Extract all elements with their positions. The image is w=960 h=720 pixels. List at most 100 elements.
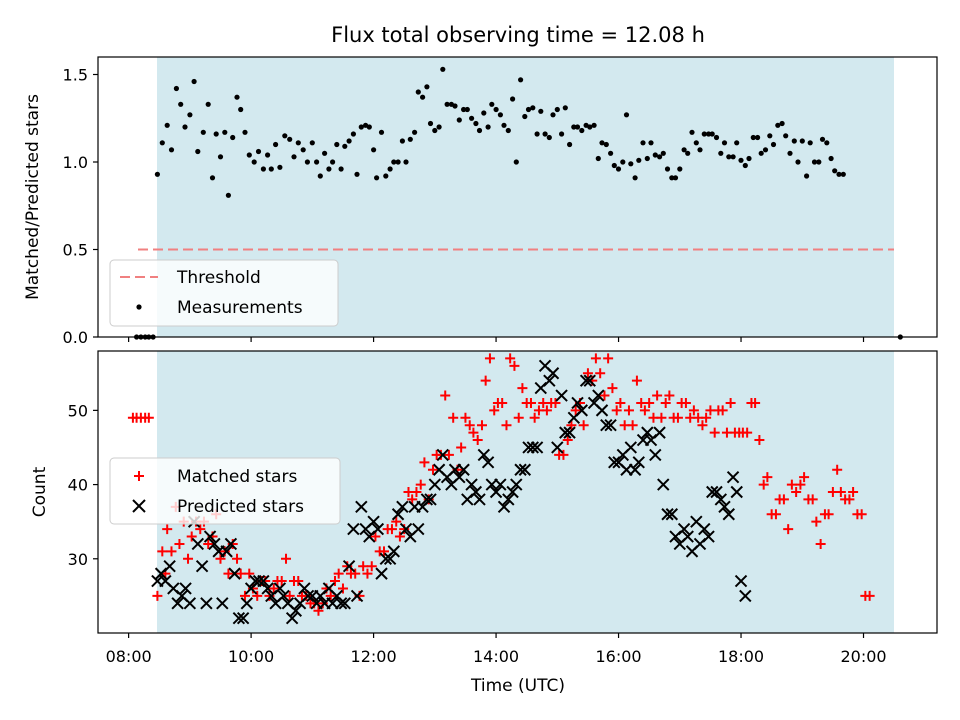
measurement-point bbox=[571, 124, 577, 130]
predicted-star-point bbox=[571, 396, 584, 410]
measurement-point bbox=[366, 124, 372, 130]
predicted-star-point bbox=[257, 574, 270, 588]
matched-star-point bbox=[717, 405, 728, 416]
measurement-point bbox=[493, 106, 499, 113]
matched-star-point bbox=[195, 524, 206, 535]
measurement-point bbox=[209, 175, 216, 181]
predicted-star-point bbox=[183, 597, 197, 610]
matched-star-point bbox=[513, 412, 524, 423]
predicted-star-point bbox=[497, 500, 511, 514]
predicted-star-point bbox=[722, 508, 735, 521]
predicted-star-point bbox=[350, 589, 364, 603]
matched-star-point bbox=[276, 576, 287, 587]
matched-star-point bbox=[501, 420, 512, 431]
predicted-star-point bbox=[412, 522, 425, 536]
matched-star-point bbox=[227, 538, 238, 549]
measurement-point bbox=[485, 124, 491, 130]
matched-star-point bbox=[362, 568, 373, 579]
measurement-point bbox=[317, 173, 323, 179]
predicted-star-point bbox=[342, 560, 356, 573]
matched-star-point bbox=[386, 524, 397, 535]
measurement-point bbox=[489, 101, 495, 107]
predicted-star-point bbox=[563, 426, 576, 439]
matched-star-point bbox=[313, 605, 324, 616]
legend-predicted-label: Predicted stars bbox=[177, 497, 304, 517]
measurement-point bbox=[374, 175, 380, 181]
matched-star-point bbox=[152, 590, 163, 601]
matched-star-point bbox=[595, 368, 606, 379]
measurement-point bbox=[268, 166, 274, 172]
predicted-star-point bbox=[453, 470, 466, 484]
matched-star-point bbox=[631, 375, 642, 386]
measurement-point bbox=[758, 150, 764, 156]
matched-star-point bbox=[639, 405, 650, 416]
matched-star-point bbox=[157, 546, 168, 557]
measurement-point bbox=[195, 148, 201, 155]
matched-star-point bbox=[783, 524, 794, 535]
predicted-star-point bbox=[387, 545, 401, 558]
measurement-point bbox=[338, 166, 344, 172]
measurement-point bbox=[587, 124, 593, 130]
matched-star-point bbox=[644, 397, 655, 408]
predicted-star-point bbox=[543, 374, 556, 387]
predicted-star-point bbox=[734, 574, 748, 588]
matched-star-point bbox=[468, 427, 479, 438]
predicted-star-point bbox=[277, 589, 290, 603]
matched-star-point bbox=[656, 412, 667, 423]
measurement-point bbox=[787, 150, 793, 156]
measurement-point bbox=[603, 141, 609, 148]
predicted-star-point bbox=[334, 597, 348, 610]
measurement-point bbox=[836, 171, 842, 177]
matched-star-point bbox=[330, 576, 341, 587]
measurement-point bbox=[407, 136, 413, 142]
matched-star-point bbox=[615, 397, 626, 408]
measurement-point bbox=[742, 162, 748, 169]
x-tick-label: 16:00 bbox=[595, 647, 641, 666]
measurement-point bbox=[779, 120, 785, 127]
predicted-star-point bbox=[702, 530, 715, 543]
matched-star-point bbox=[443, 449, 454, 460]
measurement-point bbox=[595, 155, 601, 162]
predicted-star-point bbox=[649, 448, 662, 462]
measurement-point bbox=[669, 175, 675, 181]
predicted-star-point bbox=[289, 604, 303, 617]
measurement-point bbox=[672, 175, 679, 181]
predicted-star-point bbox=[240, 597, 254, 610]
measurement-point bbox=[342, 143, 348, 149]
matched-star-point bbox=[247, 583, 258, 594]
predicted-star-point bbox=[163, 560, 176, 573]
matched-star-point bbox=[366, 561, 377, 572]
matched-star-point bbox=[770, 509, 781, 520]
measurement-point bbox=[481, 110, 487, 116]
top-legend-box bbox=[109, 259, 339, 327]
measurement-point bbox=[775, 122, 781, 128]
measurement-point bbox=[620, 159, 626, 165]
matched-star-point bbox=[558, 449, 569, 460]
measurement-point bbox=[713, 134, 720, 141]
x-tick-label: 18:00 bbox=[718, 647, 764, 666]
measurement-point bbox=[164, 122, 170, 128]
matched-star-point bbox=[219, 546, 230, 557]
predicted-star-point bbox=[391, 508, 405, 521]
chart-title: Flux total observing time = 12.08 h bbox=[331, 23, 705, 47]
measurement-point bbox=[657, 154, 663, 160]
predicted-star-point bbox=[579, 374, 593, 387]
matched-star-point bbox=[799, 472, 810, 483]
matched-star-point bbox=[497, 397, 508, 408]
predicted-star-point bbox=[506, 485, 519, 499]
measurement-point bbox=[681, 147, 687, 153]
predicted-star-point bbox=[583, 374, 596, 387]
matched-star-point bbox=[489, 405, 500, 416]
bottom-y-tick-label: 50 bbox=[68, 401, 88, 420]
predicted-star-point bbox=[502, 493, 515, 506]
matched-star-point bbox=[823, 509, 834, 520]
matched-star-point bbox=[795, 479, 806, 490]
matched-star-point bbox=[183, 553, 194, 564]
matched-star-point bbox=[143, 412, 154, 423]
matched-star-point bbox=[317, 598, 328, 609]
matched-star-point bbox=[505, 353, 516, 364]
predicted-star-point bbox=[436, 448, 449, 462]
measurement-point bbox=[469, 115, 475, 121]
top-x-ticks bbox=[128, 337, 865, 342]
matched-star-point bbox=[623, 405, 634, 416]
